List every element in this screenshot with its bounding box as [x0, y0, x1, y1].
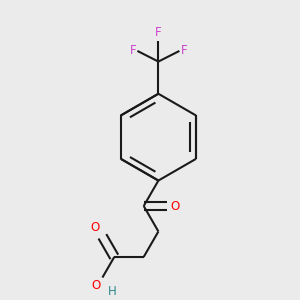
Text: H: H: [108, 284, 117, 298]
Text: F: F: [129, 44, 136, 57]
Text: O: O: [171, 200, 180, 212]
Text: O: O: [92, 279, 101, 292]
Text: F: F: [181, 44, 188, 57]
Text: O: O: [90, 220, 100, 233]
Text: F: F: [155, 26, 162, 39]
